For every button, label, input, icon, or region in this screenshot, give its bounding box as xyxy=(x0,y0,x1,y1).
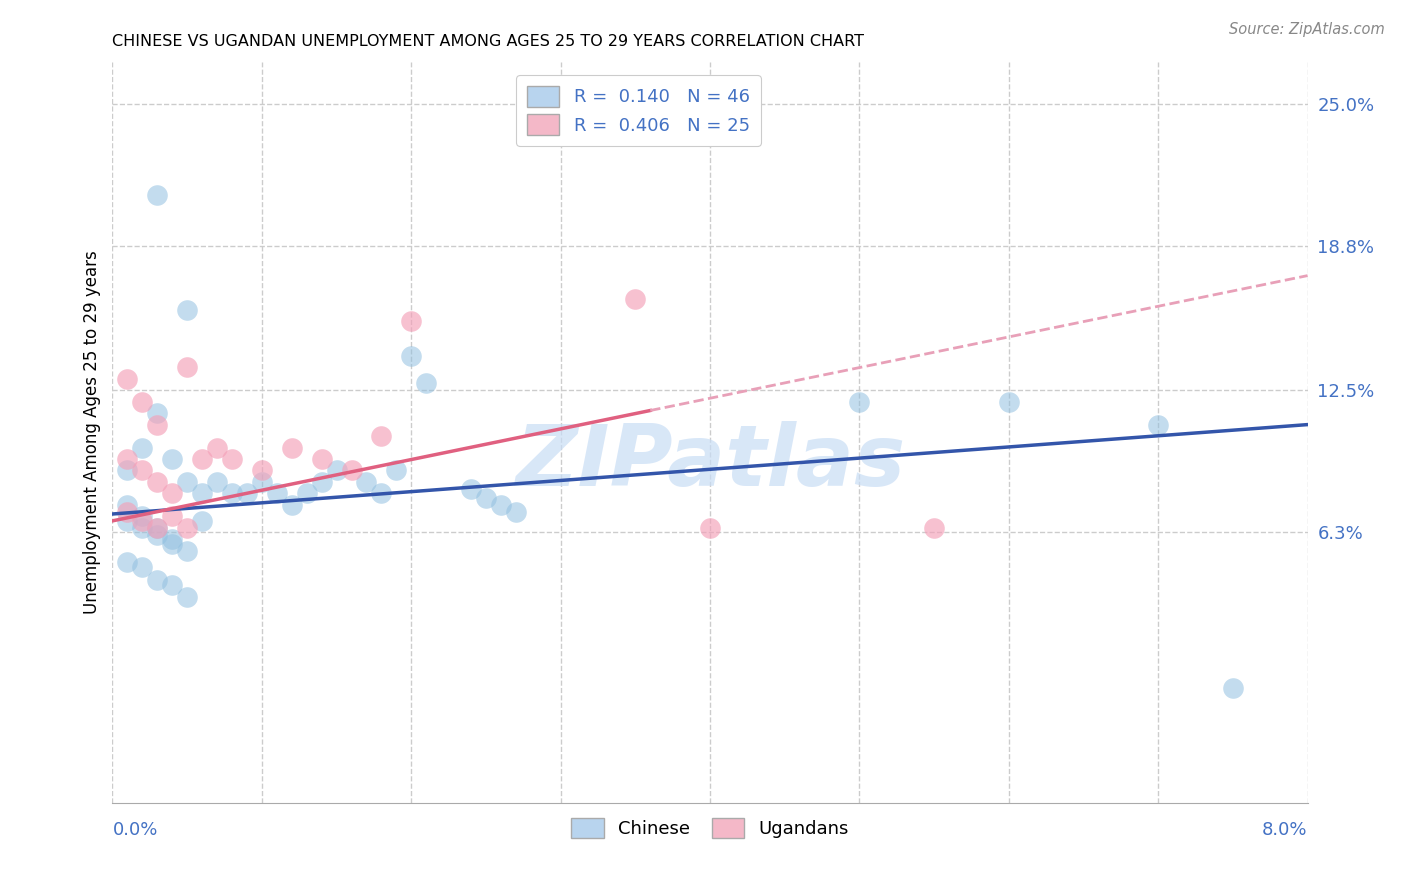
Point xyxy=(176,543,198,558)
Point xyxy=(281,498,304,512)
Legend: Chinese, Ugandans: Chinese, Ugandans xyxy=(564,810,856,846)
Point xyxy=(236,486,259,500)
Point xyxy=(475,491,498,505)
Point xyxy=(460,482,482,496)
Point xyxy=(176,521,198,535)
Point xyxy=(146,521,169,535)
Point xyxy=(131,441,153,455)
Point xyxy=(117,555,139,569)
Point xyxy=(281,441,304,455)
Point xyxy=(146,188,169,202)
Point xyxy=(162,452,183,467)
Point xyxy=(311,475,333,489)
Point xyxy=(998,394,1021,409)
Point xyxy=(176,303,198,318)
Point xyxy=(624,292,647,306)
Text: 8.0%: 8.0% xyxy=(1263,822,1308,839)
Point xyxy=(370,429,392,443)
Point xyxy=(117,498,139,512)
Point xyxy=(250,475,273,489)
Point xyxy=(176,590,198,604)
Point xyxy=(415,376,437,391)
Point xyxy=(191,452,214,467)
Point xyxy=(250,463,273,477)
Text: ZIPatlas: ZIPatlas xyxy=(515,421,905,504)
Point xyxy=(295,486,318,500)
Point xyxy=(176,360,198,375)
Point xyxy=(146,475,169,489)
Point xyxy=(191,514,214,528)
Point xyxy=(162,532,183,546)
Point xyxy=(356,475,378,489)
Point xyxy=(117,505,139,519)
Point xyxy=(131,514,153,528)
Point xyxy=(131,463,153,477)
Point xyxy=(146,521,169,535)
Point xyxy=(162,537,183,551)
Point xyxy=(117,452,139,467)
Point xyxy=(162,509,183,524)
Text: 0.0%: 0.0% xyxy=(112,822,157,839)
Point xyxy=(191,486,214,500)
Point xyxy=(1222,681,1244,696)
Point xyxy=(205,475,228,489)
Point xyxy=(131,394,153,409)
Point xyxy=(266,486,288,500)
Point xyxy=(205,441,228,455)
Y-axis label: Unemployment Among Ages 25 to 29 years: Unemployment Among Ages 25 to 29 years xyxy=(83,251,101,615)
Point xyxy=(146,527,169,541)
Text: CHINESE VS UGANDAN UNEMPLOYMENT AMONG AGES 25 TO 29 YEARS CORRELATION CHART: CHINESE VS UGANDAN UNEMPLOYMENT AMONG AG… xyxy=(112,34,865,49)
Point xyxy=(311,452,333,467)
Point xyxy=(340,463,363,477)
Point xyxy=(401,314,423,328)
Text: Source: ZipAtlas.com: Source: ZipAtlas.com xyxy=(1229,22,1385,37)
Point xyxy=(146,574,169,588)
Point xyxy=(489,498,512,512)
Point xyxy=(131,559,153,574)
Point xyxy=(221,486,243,500)
Point xyxy=(131,509,153,524)
Point xyxy=(370,486,392,500)
Point xyxy=(162,578,183,592)
Point xyxy=(146,406,169,420)
Point xyxy=(848,394,870,409)
Point xyxy=(699,521,721,535)
Point xyxy=(325,463,347,477)
Point xyxy=(117,463,139,477)
Point xyxy=(1147,417,1170,432)
Point xyxy=(131,521,153,535)
Point xyxy=(385,463,408,477)
Point xyxy=(922,521,945,535)
Point xyxy=(176,475,198,489)
Point xyxy=(146,417,169,432)
Point xyxy=(117,514,139,528)
Point xyxy=(221,452,243,467)
Point xyxy=(401,349,423,363)
Point xyxy=(117,372,139,386)
Point xyxy=(162,486,183,500)
Point xyxy=(505,505,527,519)
